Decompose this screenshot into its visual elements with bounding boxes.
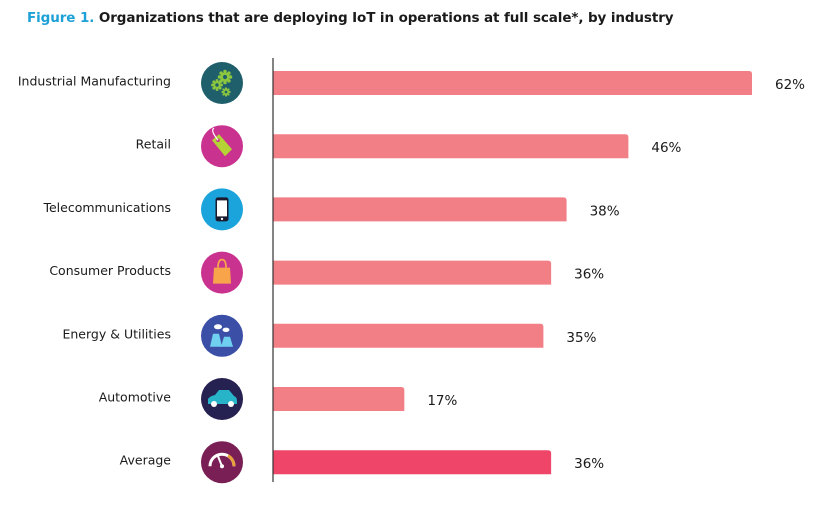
- value-label: 62%: [775, 77, 805, 93]
- power-plant-icon: [201, 314, 243, 357]
- category-label: Energy & Utilities: [62, 326, 171, 341]
- smartphone-icon: [201, 188, 243, 231]
- value-label: 38%: [590, 203, 620, 219]
- value-label: 17%: [427, 393, 457, 409]
- bar-0: [273, 71, 752, 95]
- value-label: 36%: [574, 456, 604, 472]
- value-label: 46%: [651, 140, 681, 156]
- bar-6: [273, 450, 552, 475]
- price-tag-icon: [201, 125, 243, 168]
- bars: [273, 71, 752, 475]
- category-label: Industrial Manufacturing: [18, 74, 171, 89]
- figure-caption: Organizations that are deploying IoT in …: [98, 10, 674, 26]
- labels: Industrial Manufacturing 62% Retail 46% Tele…: [18, 74, 805, 473]
- bar-2: [273, 197, 567, 222]
- bar-1: [273, 134, 629, 159]
- category-label: Telecommunications: [42, 200, 171, 215]
- bar-5: [273, 387, 405, 411]
- category-label: Consumer Products: [49, 263, 171, 278]
- figure-number: Figure 1.: [27, 10, 95, 26]
- bar-3: [273, 260, 552, 285]
- category-label: Average: [120, 453, 172, 468]
- chart-title: Figure 1. Organizations that are deployi…: [27, 10, 674, 26]
- category-label: Retail: [136, 137, 171, 152]
- gears-icon: [201, 62, 243, 104]
- shopping-bag-icon: [201, 251, 243, 294]
- bar-4: [273, 323, 544, 348]
- category-label: Automotive: [99, 390, 172, 405]
- car-icon: [201, 378, 243, 420]
- category-icons: [201, 62, 243, 484]
- gauge-icon: [201, 441, 243, 484]
- value-label: 35%: [566, 330, 596, 346]
- value-label: 36%: [574, 267, 604, 283]
